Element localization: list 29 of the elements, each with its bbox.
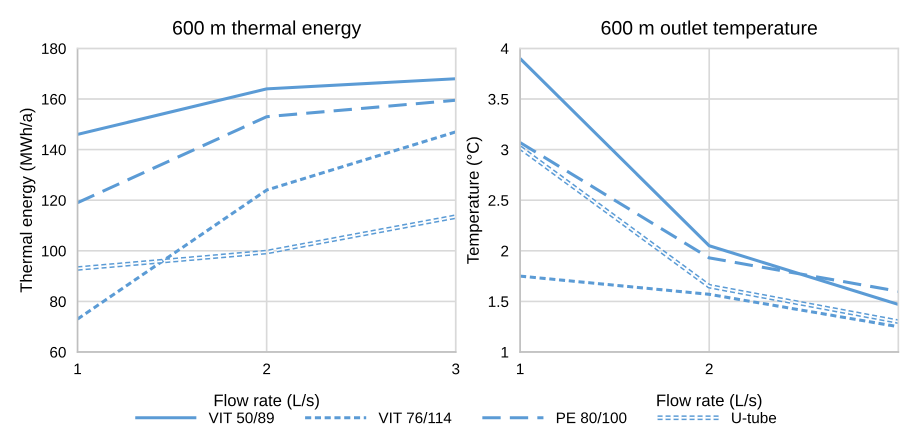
legend-label: VIT 50/89 <box>208 412 274 424</box>
x-tick-label: 1 <box>74 364 82 374</box>
y-tick-label: 120 <box>42 195 66 206</box>
y-tick-label: 60 <box>50 346 66 358</box>
y-tick-label: 1 <box>502 347 508 358</box>
y-tick-label: 140 <box>42 144 66 156</box>
y-axis-title: Temperature (°C) <box>466 137 482 264</box>
y-tick-label: 100 <box>42 246 66 256</box>
x-axis-title: Flow rate (L/s) <box>214 394 319 410</box>
legend-label: VIT 76/114 <box>378 412 452 424</box>
y-tick-label: 180 <box>42 43 66 54</box>
y-tick-label: 4 <box>500 43 509 54</box>
y-tick-label: 160 <box>42 94 66 105</box>
chart-title: 600 m thermal energy <box>173 20 362 39</box>
y-tick-label: 2 <box>501 246 508 256</box>
y-axis-title: Thermal energy (MWh/a) <box>20 108 36 292</box>
y-tick-label: 80 <box>50 296 66 308</box>
y-tick-label: 3 <box>501 144 508 156</box>
x-tick-label: 2 <box>706 364 713 374</box>
chart-title: 600 m outlet temperature <box>602 20 817 39</box>
x-tick-label: 3 <box>452 364 460 374</box>
legend-label: PE 80/100 <box>556 412 626 424</box>
y-tick-label: 3.5 <box>488 94 508 105</box>
x-tick-label: 1 <box>516 364 524 374</box>
x-axis-title: Flow rate (L/s) <box>657 394 762 410</box>
y-tick-label: 1.5 <box>488 296 508 308</box>
y-tick-label: 2.5 <box>488 195 508 206</box>
legend-label: U-tube <box>732 412 776 424</box>
x-tick-label: 2 <box>263 364 270 374</box>
